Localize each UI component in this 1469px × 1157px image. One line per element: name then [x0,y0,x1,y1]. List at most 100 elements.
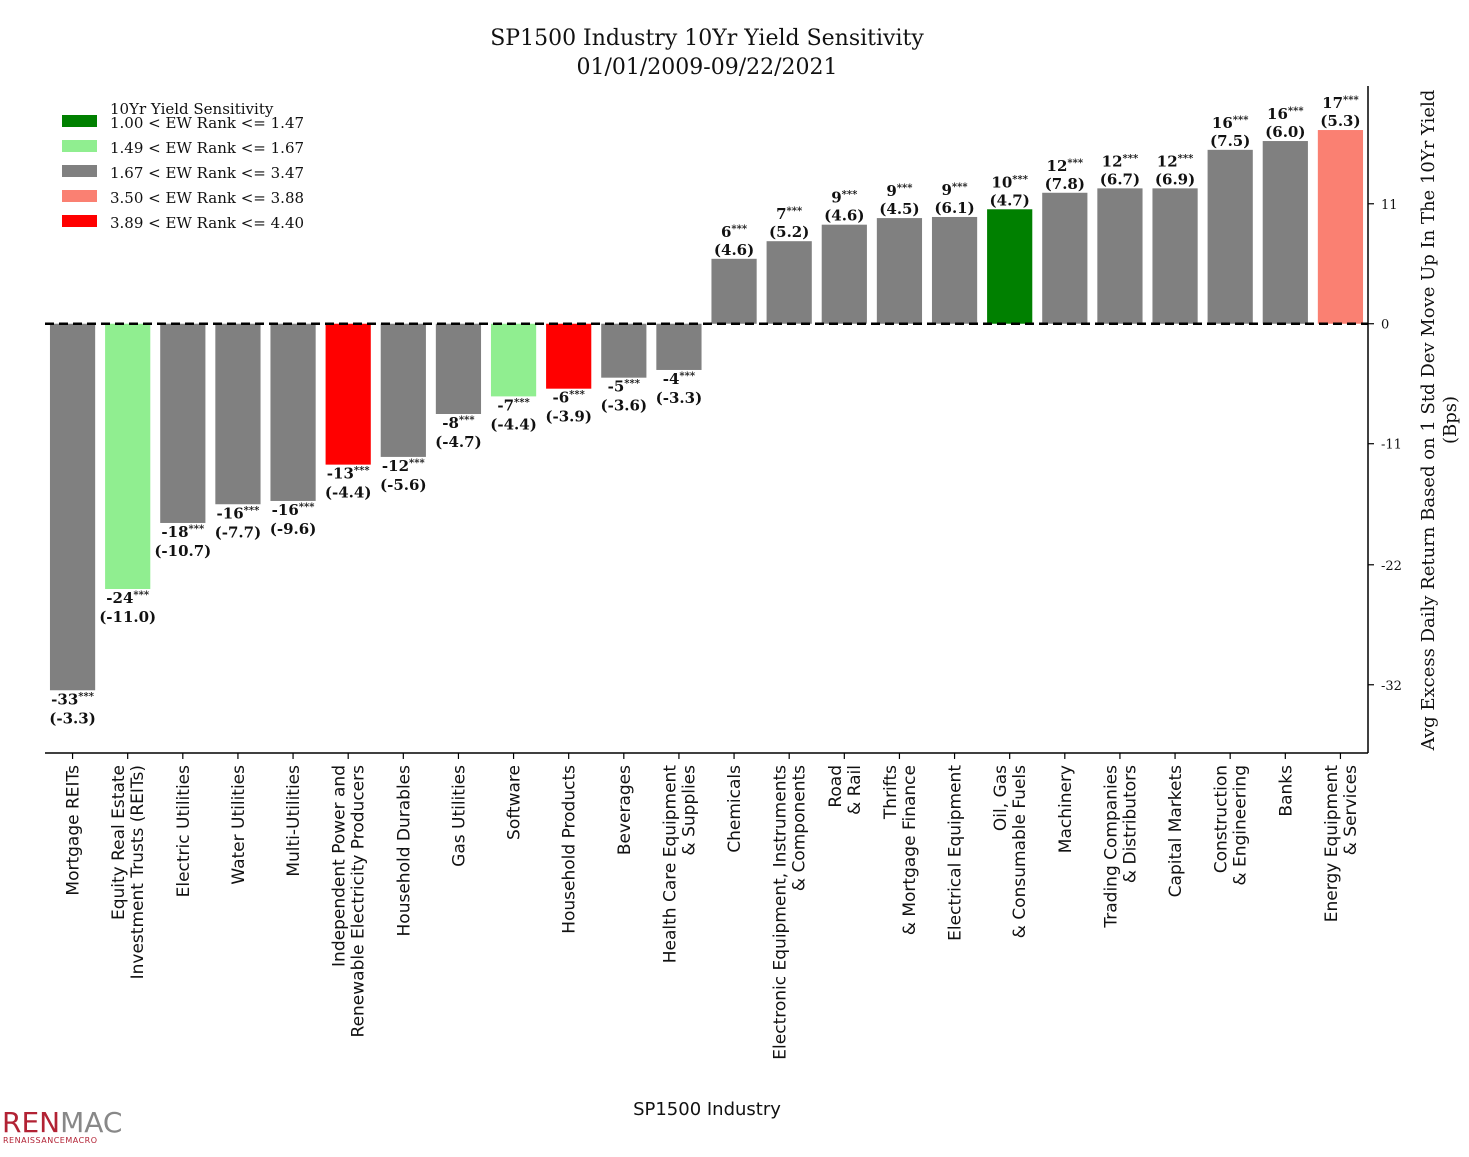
significance-stars: *** [189,524,205,535]
x-tick-label: Electrical Equipment [946,765,966,941]
bar-value: 6 [721,223,731,241]
bar-tstat-label: (-4.4) [490,415,537,433]
significance-stars: *** [897,183,913,194]
x-tick-label: Health Care Equipment & Supplies [660,765,699,964]
x-tick-label: Independent Power and Renewable Electrici… [330,765,369,1038]
bar-value: -16 [217,504,244,522]
x-tick-label: Household Durables [394,765,414,937]
x-tick-label-line: Beverages [615,765,635,855]
bar-value-label: -13*** [327,465,371,483]
bar-value-label: 9*** [886,182,913,200]
bar [821,224,867,324]
bar-value-label: 16*** [1212,114,1249,132]
significance-stars: *** [78,691,94,702]
bars-group [49,130,1364,691]
bar-value-label: 10*** [991,173,1028,191]
x-tick-label-line: & Engineering [1231,765,1251,886]
y-tick-label: 11 [1381,198,1398,213]
bar [215,323,261,505]
significance-stars: *** [244,505,260,516]
x-tick-label: Electric Utilities [174,765,194,898]
bar-tstat-label: (6.7) [1100,170,1140,188]
significance-stars: *** [679,371,695,382]
bar [1317,130,1364,324]
bar [711,258,757,324]
x-tick-label: Equity Real Estate Investment Trusts (REI… [109,765,148,979]
bar-tstat-label: (-4.4) [325,484,372,502]
x-axis-label: SP1500 Industry [633,1099,781,1120]
significance-stars: *** [952,182,968,193]
x-tick-label-line: & Mortgage Finance [900,765,920,935]
significance-stars: *** [569,390,585,401]
x-tick-label-line: Capital Markets [1166,765,1186,897]
logo-mac: MAC [60,1106,122,1139]
x-tick-label-line: Road [826,765,846,808]
chart-title: SP1500 Industry 10Yr Yield Sensitivity [490,26,924,51]
x-tick-label-line: Oil, Gas [991,765,1011,831]
bar-value-label: -4*** [663,370,696,388]
x-tick-label-line: Renewable Electricity Producers [349,765,369,1038]
significance-stars: *** [731,224,747,235]
x-tick-label-line: & Components [790,765,810,891]
bar-value-label: 16*** [1267,105,1304,123]
y-tick-label: -32 [1381,679,1402,694]
bar-tstat-label: (5.2) [769,223,809,241]
x-tick-label-line: Electrical Equipment [946,765,966,941]
legend-swatch [62,215,97,227]
legend-title: 10Yr Yield Sensitivity [110,100,274,118]
x-tick-label: Beverages [615,765,635,855]
x-tick-label-line: Chemicals [725,765,745,853]
bar-tstat-label: (6.1) [934,199,974,217]
bar-value-label: 9*** [941,181,968,199]
x-tick-label-line: & Services [1341,765,1361,855]
x-tick-label-line: Mortgage REITs [64,765,84,896]
legend-swatch [62,115,97,127]
significance-stars: *** [1123,153,1139,164]
x-tick-label-line: Construction [1212,765,1232,873]
bar-value-label: -7*** [497,396,530,414]
bar-value: -12 [382,457,409,475]
x-tick-label-line: Banks [1276,765,1296,817]
significance-stars: *** [1012,174,1028,185]
x-ticks-group: Mortgage REITs Equity Real Estate Investme… [64,753,1361,1060]
x-tick-label-line: Multi-Utilities [284,765,304,877]
bar-value: 9 [941,181,951,199]
x-tick-label: Multi-Utilities [284,765,304,877]
bar-value-label: 17*** [1322,94,1359,112]
bar-value: -24 [106,589,133,607]
bar-value: 16 [1267,105,1288,123]
bar-value-label: -24*** [106,589,150,607]
bar-tstat-label: (7.8) [1045,175,1085,193]
x-tick-label: Capital Markets [1166,765,1186,897]
x-tick-label: Chemicals [725,765,745,853]
bar [601,323,647,378]
y-tick-label: -22 [1381,559,1402,574]
bar-value: -16 [272,501,299,519]
bar [876,218,923,324]
bar [656,323,702,370]
significance-stars: *** [299,502,315,513]
bar-tstat-label: (-11.0) [99,608,156,626]
x-tick-label: Road & Rail [826,765,865,815]
bar-value-label: 12*** [1157,152,1194,170]
bar-value: -18 [161,523,188,541]
significance-stars: *** [514,397,530,408]
bar-tstat-label: (-3.9) [545,408,592,426]
x-tick-label-line: Electronic Equipment, Instruments [771,765,791,1060]
bar-value: -6 [553,389,570,407]
bar [1152,188,1198,324]
bar-tstat-label: (-3.3) [49,709,96,727]
y-tick-label: -11 [1381,438,1402,453]
bar-tstat-label: (5.3) [1320,112,1360,130]
x-tick-label-line: Energy Equipment [1322,765,1342,923]
x-tick-label-line: Household Durables [394,765,414,937]
bar-value: 12 [1102,152,1123,170]
bar-tstat-label: (-3.6) [601,397,648,415]
significance-stars: *** [1233,115,1249,126]
bar [490,323,537,397]
bar [105,323,151,590]
x-tick-label-line: Thrifts [881,765,901,820]
bar [546,323,592,389]
x-tick-label: Household Products [560,765,580,934]
